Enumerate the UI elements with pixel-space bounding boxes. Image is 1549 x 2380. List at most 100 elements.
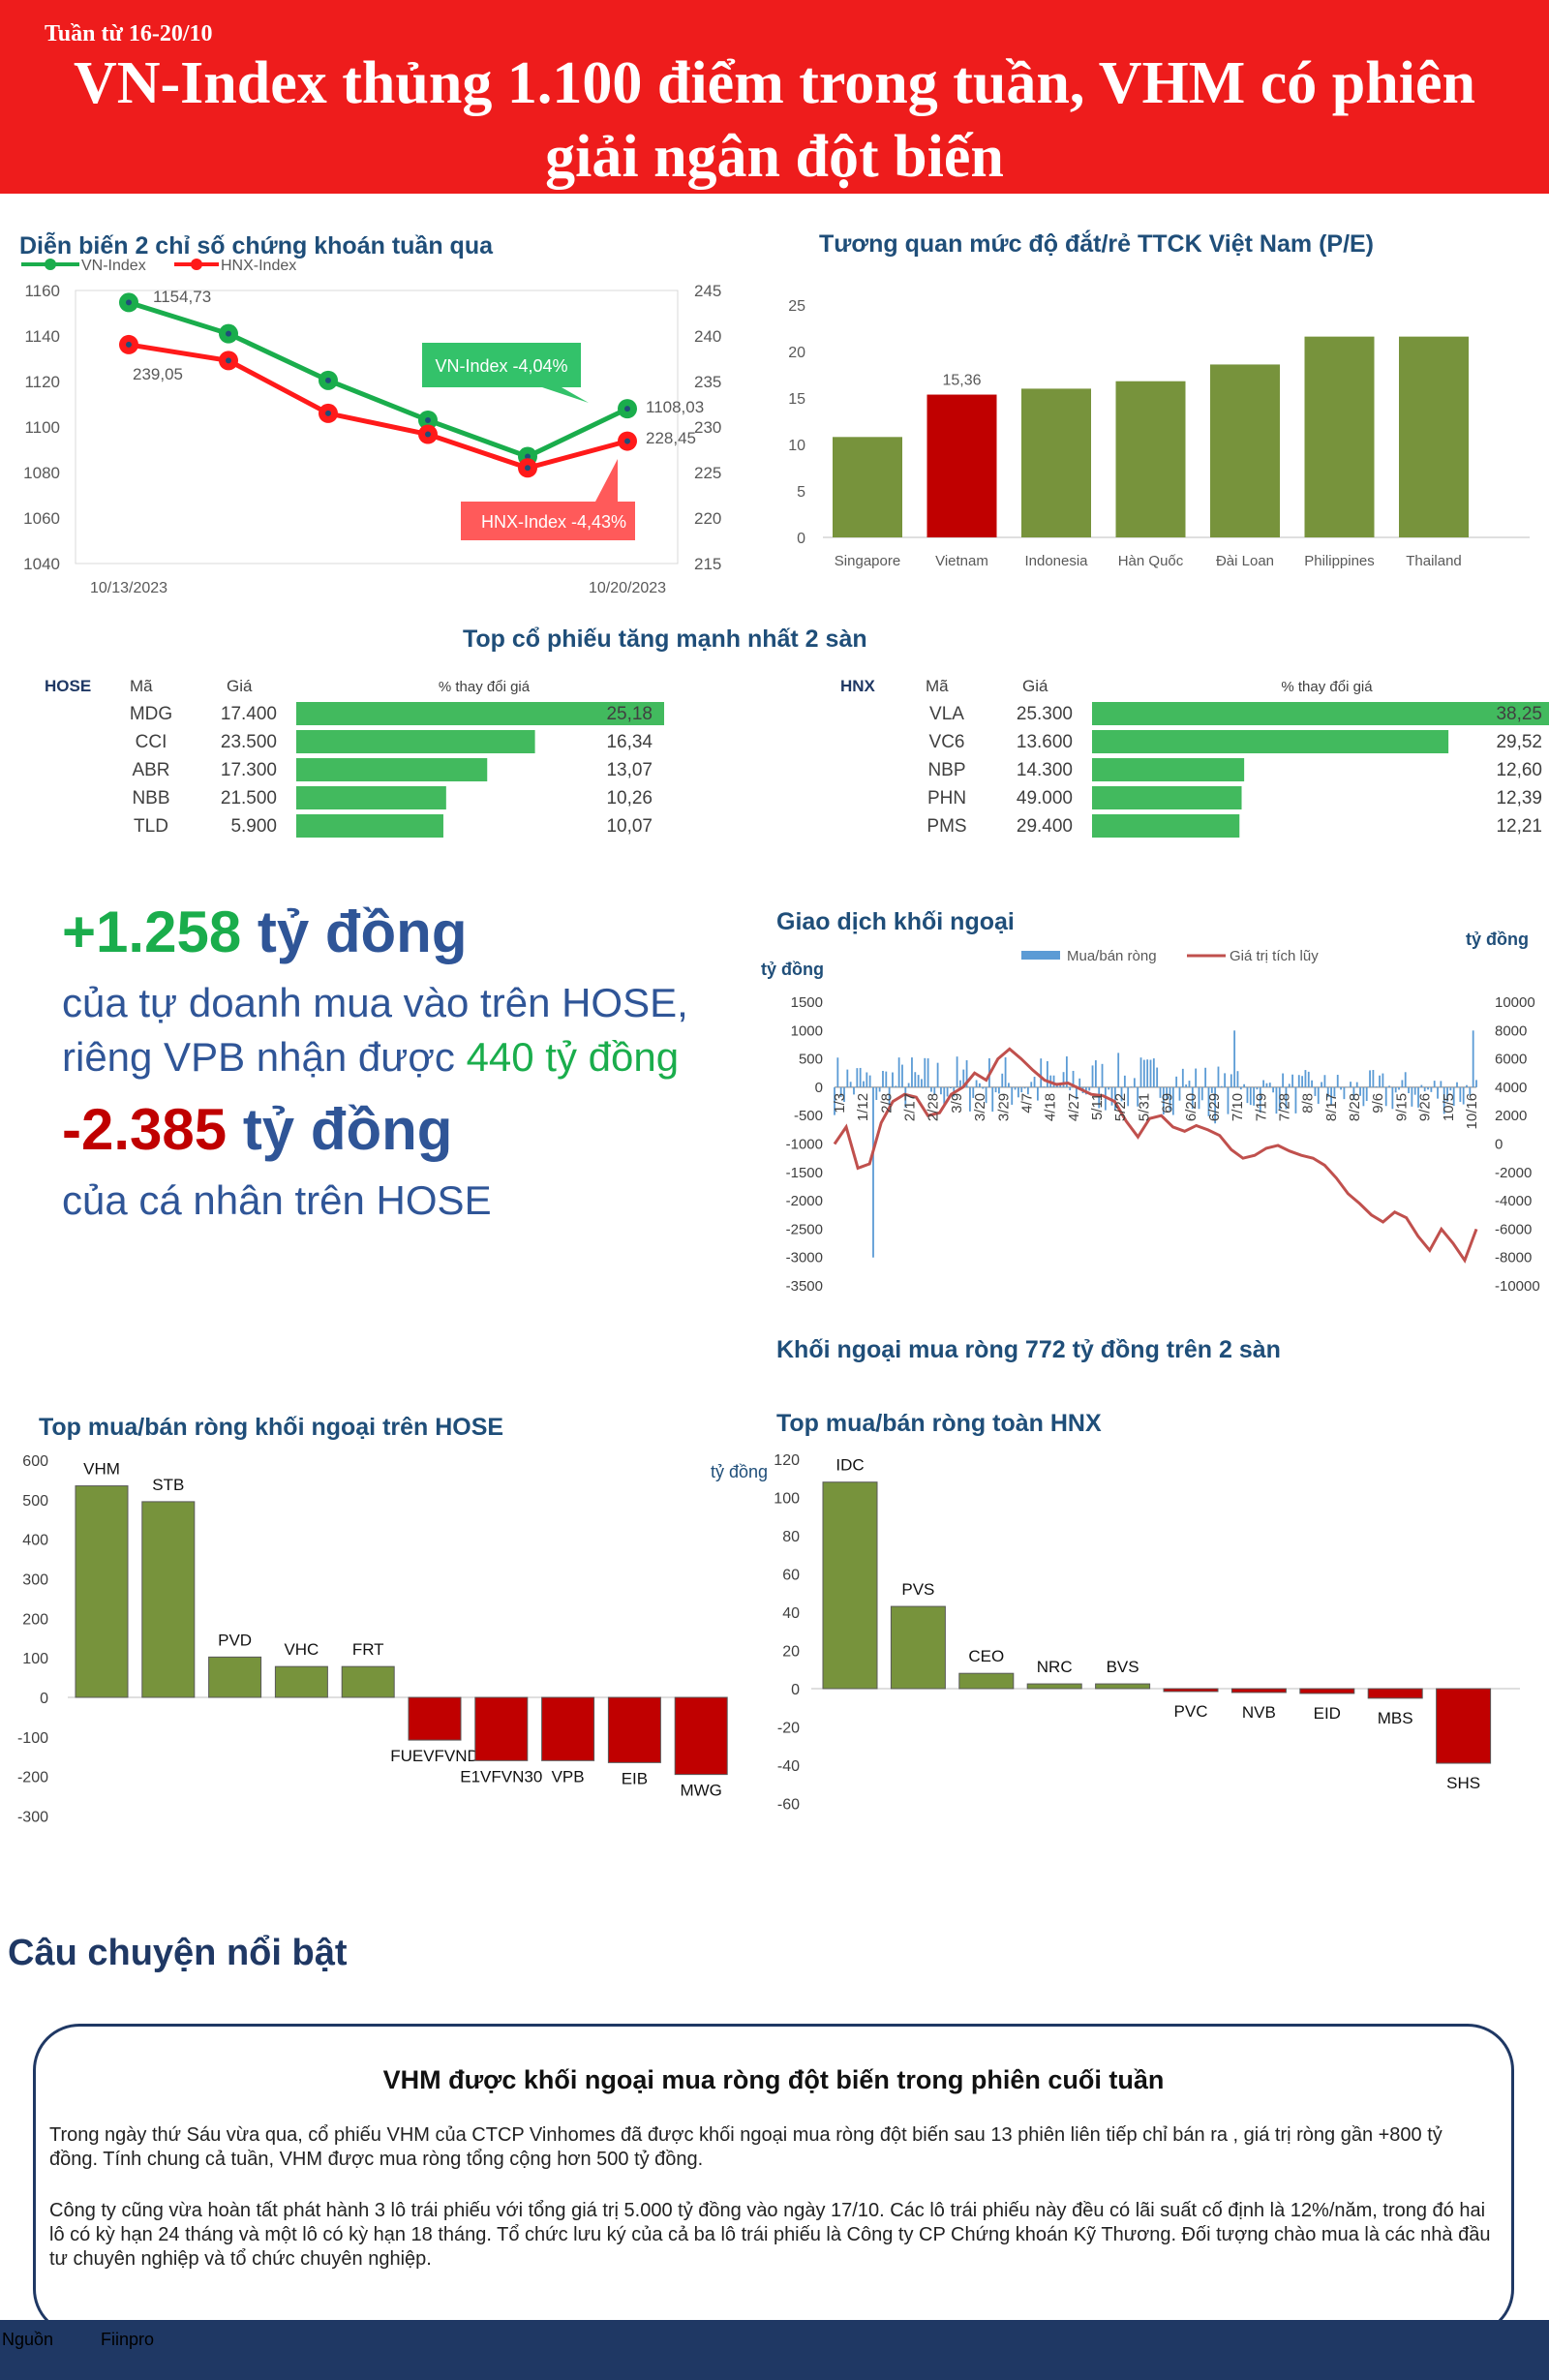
net-flow-bar — [998, 1086, 1000, 1094]
right-axis-tick: 230 — [694, 418, 721, 437]
net-flow-bar — [1472, 1030, 1474, 1087]
left-axis-tick: 1100 — [24, 418, 60, 437]
date-axis-label: 6/29 — [1206, 1093, 1223, 1121]
net-flow-bar — [1379, 1075, 1381, 1087]
net-flow-bar — [979, 1083, 981, 1087]
net-flow-bar — [1023, 1086, 1026, 1089]
hnx-bar-label: BVS — [1107, 1658, 1139, 1676]
net-flow-bar — [868, 1075, 871, 1087]
net-flow-bar — [859, 1067, 862, 1087]
hnx-bar-label: NVB — [1242, 1703, 1276, 1722]
date-axis-label: 2/17 — [902, 1093, 919, 1121]
date-axis-label: 4/7 — [1018, 1093, 1035, 1114]
date-axis-label: 10/5 — [1441, 1093, 1457, 1121]
net-flow-bar — [834, 1086, 835, 1115]
net-flow-bar — [1127, 1086, 1130, 1107]
pe-vietnam-value: 15,36 — [942, 373, 981, 389]
net-flow-bar — [1401, 1080, 1404, 1087]
net-flow-bar — [1207, 1086, 1210, 1116]
net-flow-bar — [1317, 1086, 1320, 1104]
story-box: VHM được khối ngoại mua ròng đột biến tr… — [33, 2024, 1514, 2335]
hose-bar-label: FRT — [352, 1640, 384, 1659]
pct-value: 12,21 — [1496, 816, 1542, 837]
hnx-axis-tick: -40 — [777, 1758, 800, 1775]
hnx-foreign-bar — [1436, 1688, 1492, 1764]
vn-end-label: 1108,03 — [646, 398, 704, 416]
left-axis-tick: 1500 — [791, 994, 823, 1011]
net-flow-bar — [1291, 1074, 1293, 1087]
net-flow-bar — [1137, 1086, 1139, 1107]
hnx-bar-label: PVC — [1174, 1702, 1208, 1721]
stock-price: 23.500 — [221, 732, 277, 752]
net-flow-bar — [1430, 1086, 1433, 1092]
net-flow-bar — [1185, 1084, 1188, 1087]
net-flow-bar — [1214, 1086, 1217, 1124]
hnx-bar-label: IDC — [835, 1456, 864, 1475]
net-flow-bar — [1017, 1086, 1019, 1098]
pct-bar — [1092, 814, 1240, 838]
hnx-end-label: 228,45 — [646, 429, 696, 447]
hnx-bar-label: CEO — [968, 1647, 1004, 1665]
net-flow-bar — [875, 1086, 878, 1101]
net-flow-bar — [985, 1086, 987, 1104]
pct-value: 12,39 — [1496, 788, 1542, 809]
net-flow-bar — [1224, 1073, 1227, 1087]
hnx-index-point-core — [126, 341, 132, 348]
date-axis-label: 6/9 — [1160, 1093, 1176, 1114]
net-flow-bar — [1069, 1086, 1072, 1091]
hnx-foreign-bar — [1095, 1683, 1151, 1690]
net-flow-bar — [1178, 1086, 1181, 1101]
net-flow-bar — [1169, 1086, 1171, 1111]
legend-vn-marker — [45, 259, 56, 270]
hnx-axis-tick: 40 — [782, 1605, 800, 1622]
left-axis-tick: 500 — [799, 1052, 823, 1068]
hnx-axis-tick: 120 — [774, 1452, 800, 1469]
right-unit: tỷ đồng — [1466, 930, 1529, 949]
pe-category-label: Hàn Quốc — [1118, 553, 1184, 569]
hnx-foreign-bar — [1163, 1688, 1219, 1693]
hose-axis-tick: -200 — [17, 1770, 48, 1786]
date-axis-label: 7/19 — [1253, 1093, 1269, 1121]
net-flow-bar — [921, 1079, 923, 1087]
hose-foreign-bar — [607, 1696, 661, 1763]
pe-bar — [926, 394, 997, 537]
date-axis-label: 3/20 — [972, 1093, 988, 1121]
net-flow-bar — [969, 1086, 971, 1112]
legend-hnx-label: HNX-Index — [221, 258, 296, 274]
net-flow-bar — [907, 1083, 910, 1087]
x-axis-tick: 10/20/2023 — [589, 580, 666, 596]
net-flow-bar — [1375, 1085, 1378, 1087]
hnx-index-point-core — [624, 438, 630, 444]
hnx-axis-tick: 60 — [782, 1568, 800, 1584]
pct-value: 10,07 — [606, 816, 653, 837]
right-axis-tick: -4000 — [1495, 1193, 1532, 1209]
net-flow-bar — [1411, 1086, 1413, 1107]
net-flow-bar — [1294, 1086, 1297, 1114]
net-flow-bar — [956, 1056, 958, 1087]
net-flow-bar — [1020, 1086, 1023, 1093]
net-flow-bar — [1304, 1070, 1307, 1087]
pe-category-label: Philippines — [1304, 553, 1375, 569]
hnx-foreign-bar — [890, 1605, 946, 1690]
hose-foreign-bar — [141, 1501, 196, 1698]
net-flow-bar — [1200, 1086, 1203, 1101]
story-section-title: Câu chuyện nổi bật — [8, 1933, 348, 1973]
left-axis-tick: -3500 — [786, 1278, 823, 1295]
net-flow-bar — [1346, 1086, 1349, 1087]
net-flow-bar — [1449, 1086, 1452, 1091]
vn-index-point-core — [325, 377, 331, 383]
net-flow-bar — [901, 1064, 903, 1087]
date-axis-label: 3/9 — [949, 1093, 965, 1114]
individual-line: của cá nhân trên HOSE — [62, 1177, 492, 1223]
hnx-axis-tick: 20 — [782, 1644, 800, 1661]
net-flow-bar — [1075, 1086, 1078, 1100]
net-flow-bar — [975, 1080, 978, 1087]
net-flow-bar — [1362, 1086, 1365, 1107]
right-axis-tick: 4000 — [1495, 1080, 1527, 1096]
hose-bar-label: EIB — [622, 1769, 648, 1787]
pct-bar — [296, 702, 664, 725]
net-flow-bar — [933, 1086, 936, 1094]
stock-code: TLD — [134, 816, 168, 837]
source-label: Nguồn — [2, 2330, 54, 2349]
net-flow-bar — [1230, 1074, 1232, 1087]
